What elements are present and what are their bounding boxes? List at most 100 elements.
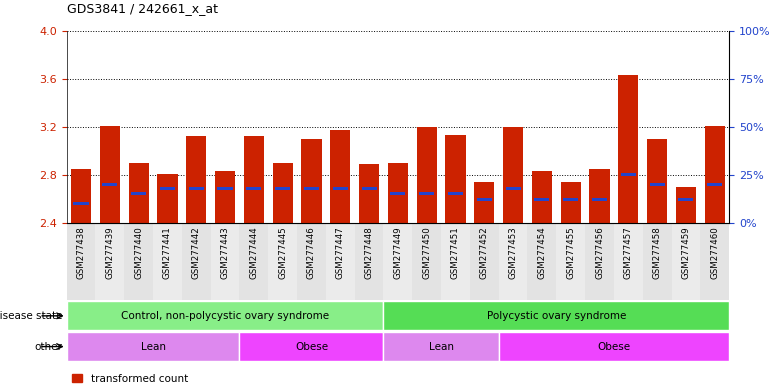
Bar xyxy=(557,223,585,300)
Text: GSM277440: GSM277440 xyxy=(134,227,143,279)
Bar xyxy=(700,223,729,300)
Bar xyxy=(211,223,239,300)
Bar xyxy=(354,223,383,300)
Text: Control, non-polycystic ovary syndrome: Control, non-polycystic ovary syndrome xyxy=(121,311,329,321)
Bar xyxy=(304,187,319,190)
Text: GSM277448: GSM277448 xyxy=(365,227,374,279)
Bar xyxy=(74,202,89,205)
Text: disease state: disease state xyxy=(0,311,63,321)
Bar xyxy=(71,169,91,223)
Text: Polycystic ovary syndrome: Polycystic ovary syndrome xyxy=(487,311,626,321)
Bar xyxy=(650,183,665,186)
Bar xyxy=(419,192,434,195)
Text: GSM277446: GSM277446 xyxy=(307,227,316,279)
Bar xyxy=(186,136,206,223)
Text: GSM277443: GSM277443 xyxy=(220,227,230,279)
Bar xyxy=(359,164,379,223)
Bar xyxy=(532,171,552,223)
Text: GSM277455: GSM277455 xyxy=(566,227,575,279)
Text: GSM277450: GSM277450 xyxy=(422,227,431,279)
Legend: transformed count, percentile rank within the sample: transformed count, percentile rank withi… xyxy=(72,374,267,384)
Bar xyxy=(590,169,610,223)
Bar xyxy=(239,223,268,300)
Text: GSM277439: GSM277439 xyxy=(105,227,114,279)
Bar xyxy=(124,223,153,300)
Bar xyxy=(672,223,700,300)
Bar xyxy=(330,130,350,223)
Text: Lean: Lean xyxy=(140,341,165,352)
Bar xyxy=(705,126,724,223)
Text: GSM277454: GSM277454 xyxy=(537,227,546,279)
Bar xyxy=(499,223,528,300)
Bar xyxy=(535,198,550,201)
Text: GSM277457: GSM277457 xyxy=(624,227,633,279)
Text: GSM277442: GSM277442 xyxy=(192,227,201,279)
Bar xyxy=(676,187,696,223)
Bar xyxy=(647,139,667,223)
Bar xyxy=(268,223,297,300)
Bar xyxy=(416,127,437,223)
Bar xyxy=(499,332,729,361)
Bar xyxy=(239,332,383,361)
Bar xyxy=(383,301,729,330)
Text: GSM277456: GSM277456 xyxy=(595,227,604,279)
Text: other: other xyxy=(34,341,63,352)
Bar xyxy=(189,187,204,190)
Bar xyxy=(244,136,264,223)
Bar xyxy=(158,174,177,223)
Bar xyxy=(273,163,292,223)
Bar xyxy=(619,75,638,223)
Bar xyxy=(67,332,239,361)
Bar xyxy=(160,187,175,190)
Text: GSM277451: GSM277451 xyxy=(451,227,460,279)
Bar xyxy=(383,332,499,361)
Bar xyxy=(275,187,290,190)
Bar xyxy=(102,183,118,186)
Text: GSM277445: GSM277445 xyxy=(278,227,287,279)
Bar xyxy=(614,223,643,300)
Bar xyxy=(67,301,383,330)
Text: Obese: Obese xyxy=(597,341,630,352)
Text: GDS3841 / 242661_x_at: GDS3841 / 242661_x_at xyxy=(67,2,218,15)
Bar xyxy=(326,223,354,300)
Text: GSM277449: GSM277449 xyxy=(394,227,402,279)
Bar xyxy=(131,192,146,195)
Bar xyxy=(528,223,557,300)
Bar xyxy=(506,187,521,190)
Bar xyxy=(129,163,149,223)
Text: Lean: Lean xyxy=(429,341,454,352)
Bar xyxy=(503,127,523,223)
Bar xyxy=(470,223,499,300)
Bar xyxy=(441,223,470,300)
Bar xyxy=(643,223,672,300)
Bar xyxy=(217,187,233,190)
Bar xyxy=(67,223,96,300)
Bar xyxy=(474,182,495,223)
Bar xyxy=(477,198,492,201)
Text: GSM277452: GSM277452 xyxy=(480,227,488,279)
Bar xyxy=(301,139,321,223)
Bar xyxy=(182,223,211,300)
Bar xyxy=(246,187,261,190)
Text: Obese: Obese xyxy=(295,341,328,352)
Text: GSM277459: GSM277459 xyxy=(681,227,691,279)
Bar xyxy=(215,171,235,223)
Bar xyxy=(361,187,376,190)
Bar xyxy=(561,182,581,223)
Bar xyxy=(390,192,405,195)
Bar xyxy=(412,223,441,300)
Bar xyxy=(332,187,348,190)
Bar xyxy=(563,198,579,201)
Bar xyxy=(445,135,466,223)
Text: GSM277447: GSM277447 xyxy=(336,227,345,279)
Bar xyxy=(96,223,124,300)
Bar xyxy=(100,126,120,223)
Bar xyxy=(448,192,463,195)
Bar xyxy=(678,198,694,201)
Bar xyxy=(383,223,412,300)
Bar xyxy=(585,223,614,300)
Text: GSM277438: GSM277438 xyxy=(77,227,85,279)
Bar xyxy=(621,173,636,176)
Text: GSM277444: GSM277444 xyxy=(249,227,259,279)
Bar xyxy=(388,163,408,223)
